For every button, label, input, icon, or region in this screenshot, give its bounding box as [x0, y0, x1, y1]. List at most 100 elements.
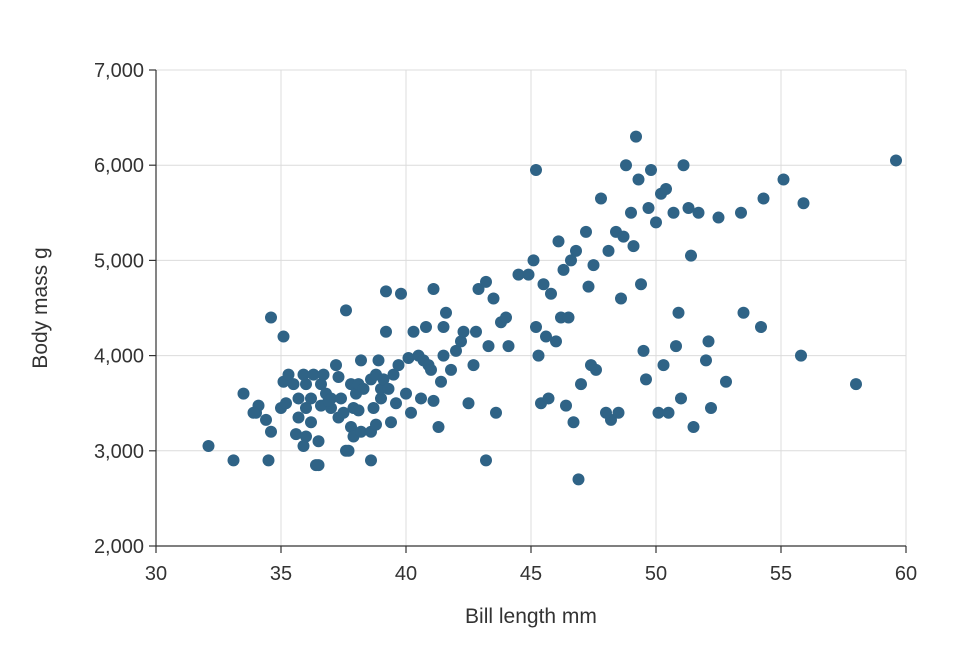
data-point: [392, 359, 405, 372]
data-point: [522, 268, 535, 281]
data-point: [432, 421, 445, 433]
data-point: [635, 278, 647, 291]
data-point: [480, 275, 492, 288]
data-point: [687, 421, 700, 433]
data-point: [472, 282, 485, 295]
data-point: [712, 211, 725, 224]
data-point: [357, 382, 370, 395]
data-point: [600, 406, 612, 419]
data-point: [375, 392, 387, 405]
data-point: [340, 304, 352, 317]
data-point: [380, 325, 392, 338]
data-point: [202, 440, 215, 453]
data-point: [652, 406, 665, 419]
data-point: [292, 411, 305, 424]
data-point: [562, 311, 575, 324]
data-point: [595, 192, 607, 205]
data-point: [287, 378, 300, 391]
data-point: [315, 378, 327, 391]
data-point: [462, 397, 475, 410]
data-point: [500, 311, 512, 324]
data-point: [735, 206, 747, 219]
grid: [155, 69, 907, 547]
data-point: [377, 373, 390, 386]
data-point: [575, 378, 587, 391]
data-point: [615, 292, 627, 305]
data-point: [420, 321, 432, 334]
data-point: [402, 351, 415, 364]
data-point: [850, 378, 862, 391]
data-point: [247, 406, 260, 419]
data-point: [777, 173, 790, 186]
data-point: [662, 406, 675, 419]
data-point: [612, 406, 625, 419]
data-point: [372, 354, 385, 367]
data-point: [527, 254, 540, 267]
data-point: [685, 249, 697, 262]
axes: 30 35 40 45 50 55 60 2,000 3,000 4,000 5,000 6,000 7…: [94, 60, 917, 585]
data-point: [532, 349, 545, 362]
data-point: [660, 183, 672, 195]
data-point: [470, 325, 482, 338]
x-tick-label: 50: [645, 563, 667, 585]
data-point: [667, 206, 680, 219]
data-point: [445, 363, 457, 376]
data-point: [337, 406, 350, 419]
data-point: [627, 240, 640, 253]
x-tick-label: 45: [520, 563, 542, 585]
data-point: [567, 416, 580, 429]
data-point: [540, 330, 552, 343]
data-point: [367, 401, 380, 414]
data-point: [795, 349, 807, 362]
data-point: [572, 473, 585, 486]
data-point: [345, 421, 357, 433]
data-point: [542, 392, 555, 405]
data-point: [487, 292, 500, 305]
data-point: [322, 394, 335, 407]
x-tick-label: 35: [270, 563, 292, 585]
data-point: [425, 363, 437, 376]
data-point: [675, 392, 687, 405]
y-tick-label: 3,000: [94, 441, 144, 463]
data-point: [385, 416, 397, 429]
data-point: [290, 428, 302, 441]
data-point: [450, 344, 462, 357]
x-tick-label: 55: [770, 563, 792, 585]
data-point: [400, 387, 412, 400]
data-point: [395, 287, 407, 300]
data-point: [305, 392, 317, 405]
data-point: [387, 368, 400, 381]
data-point: [650, 216, 662, 229]
data-point: [620, 159, 632, 172]
data-point: [482, 340, 495, 353]
data-point: [297, 440, 310, 453]
data-point: [672, 306, 685, 319]
data-point: [355, 425, 367, 438]
data-point: [560, 399, 572, 412]
data-point: [530, 321, 542, 334]
data-point: [317, 368, 330, 381]
data-point: [435, 375, 447, 388]
data-point: [237, 387, 250, 400]
data-point: [390, 397, 402, 410]
data-point: [427, 394, 440, 407]
data-point: [282, 368, 295, 381]
data-point: [330, 359, 342, 372]
data-point: [292, 392, 305, 405]
data-point: [677, 159, 690, 172]
data-point: [537, 278, 550, 291]
data-point: [545, 287, 557, 300]
data-point: [307, 368, 320, 381]
data-point: [280, 397, 292, 410]
data-point: [277, 330, 290, 343]
data-point: [455, 335, 467, 348]
data-point: [457, 325, 470, 338]
x-tick-label: 30: [145, 563, 167, 585]
y-tick-label: 2,000: [94, 536, 144, 558]
x-axis-title: Bill length mm: [465, 605, 597, 628]
data-point: [550, 335, 562, 348]
data-point: [757, 192, 770, 205]
data-point: [370, 418, 382, 431]
data-point: [657, 359, 670, 372]
data-point: [552, 235, 565, 248]
